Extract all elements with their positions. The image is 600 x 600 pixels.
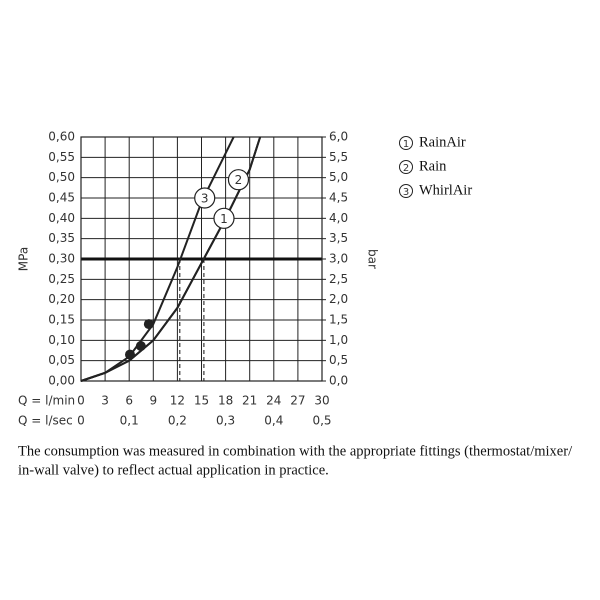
curve-marker xyxy=(213,207,235,229)
y-tick-label: 0,35 xyxy=(48,231,75,245)
legend-symbol-label: 2 xyxy=(403,163,409,174)
legend-label: WhirlAir xyxy=(419,182,472,198)
y2-tick-label: 0,5 xyxy=(329,353,348,367)
x2-tick-label: 0,5 xyxy=(312,414,331,428)
caption: in-wall valve) to reflect actual applica… xyxy=(18,462,329,478)
y2-tick-label: 2,0 xyxy=(329,292,348,306)
x-tick-label: 12 xyxy=(170,394,185,408)
y-tick-label: 0,30 xyxy=(48,252,75,266)
plot-frame xyxy=(80,136,323,382)
y-tick-label: 0,40 xyxy=(48,211,75,225)
curve-marker-label: 3 xyxy=(201,192,209,206)
legend-label: RainAir xyxy=(419,134,466,150)
legend-symbol xyxy=(399,184,413,198)
curve-marker-label: 2 xyxy=(235,173,243,187)
y2-tick-label: 5,5 xyxy=(329,150,348,164)
point xyxy=(143,319,154,330)
curve-marker xyxy=(194,187,216,209)
legend-label: Rain xyxy=(419,158,447,174)
legend-symbol xyxy=(399,136,413,150)
y2-tick-label: 1,5 xyxy=(329,313,348,327)
y-tick-label: 0,05 xyxy=(48,353,75,367)
y2-tick-label: 4,5 xyxy=(329,191,348,205)
line xyxy=(80,136,235,382)
y-tick-label: 0,15 xyxy=(48,313,75,327)
y-tick-label: 0,60 xyxy=(48,130,75,144)
legend-symbol-label: 3 xyxy=(403,187,409,198)
y2-tick-label: 4,0 xyxy=(329,211,348,225)
point xyxy=(135,341,146,352)
x2-tick-label: 0,3 xyxy=(216,414,235,428)
x-tick-label: 27 xyxy=(290,394,305,408)
y-tick-label: 0,55 xyxy=(48,150,75,164)
x2-tick-label: 0,2 xyxy=(168,414,187,428)
x-tick-label: 6 xyxy=(125,394,133,408)
x-tick-label: 30 xyxy=(314,394,329,408)
y2-tick-label: 5,0 xyxy=(329,170,348,184)
y2-tick-label: 6,0 xyxy=(329,130,348,144)
x-tick-label: 15 xyxy=(194,394,209,408)
y-axis-label: MPa xyxy=(17,247,31,271)
x-tick-label: 21 xyxy=(242,394,257,408)
legend-symbol xyxy=(399,160,413,174)
x2-tick-label: 0,4 xyxy=(264,414,283,428)
y-tick-label: 0,10 xyxy=(48,333,75,347)
curve-marker xyxy=(227,169,250,191)
y2-tick-label: 3,5 xyxy=(329,231,348,245)
y-tick-label: 0,45 xyxy=(48,191,75,205)
curve-marker-label: 1 xyxy=(220,212,228,226)
x-axis-label: Q = l/min xyxy=(18,394,75,408)
y-tick-label: 0,25 xyxy=(48,272,75,286)
caption: The consumption was measured in combinat… xyxy=(18,443,573,459)
y2-tick-label: 3,0 xyxy=(329,252,348,266)
x2-axis-label: Q = l/sec xyxy=(18,414,73,428)
y-tick-label: 0,50 xyxy=(48,170,75,184)
x-tick-label: 3 xyxy=(101,394,109,408)
y-tick-label: 0,00 xyxy=(48,374,75,388)
y-tick-label: 0,20 xyxy=(48,292,75,306)
y2-tick-label: 0,0 xyxy=(329,374,348,388)
point xyxy=(125,349,136,360)
x-tick-label: 0 xyxy=(77,394,85,408)
x-tick-label: 24 xyxy=(266,394,281,408)
y2-tick-label: 2,5 xyxy=(329,272,348,286)
legend-symbol-label: 1 xyxy=(403,139,409,150)
x-tick-label: 18 xyxy=(218,394,233,408)
y2-axis-label: bar xyxy=(366,249,380,269)
x2-tick-label: 0 xyxy=(77,414,85,428)
x2-tick-label: 0,1 xyxy=(120,414,139,428)
y2-tick-label: 1,0 xyxy=(329,333,348,347)
x-tick-label: 9 xyxy=(149,394,157,408)
